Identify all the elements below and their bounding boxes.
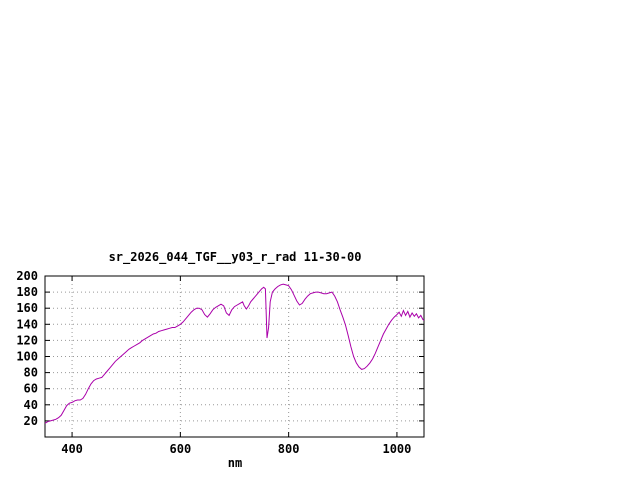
y-tick-label: 60 bbox=[24, 382, 38, 396]
y-tick-label: 100 bbox=[16, 350, 38, 364]
x-tick-label: 800 bbox=[278, 442, 300, 456]
y-tick-label: 120 bbox=[16, 333, 38, 347]
y-tick-label: 160 bbox=[16, 301, 38, 315]
y-tick-label: 140 bbox=[16, 317, 38, 331]
y-tick-label: 20 bbox=[24, 414, 38, 428]
x-tick-label: 400 bbox=[61, 442, 83, 456]
x-tick-label: 1000 bbox=[382, 442, 411, 456]
y-tick-label: 180 bbox=[16, 285, 38, 299]
y-tick-label: 80 bbox=[24, 366, 38, 380]
y-tick-label: 40 bbox=[24, 398, 38, 412]
x-axis-label: nm bbox=[227, 456, 243, 470]
chart-title: sr_2026_044_TGF__y03_r_rad 11-30-00 bbox=[108, 250, 362, 264]
spectrum-line bbox=[44, 283, 425, 424]
x-tick-label: 600 bbox=[170, 442, 192, 456]
y-tick-label: 200 bbox=[16, 269, 38, 283]
